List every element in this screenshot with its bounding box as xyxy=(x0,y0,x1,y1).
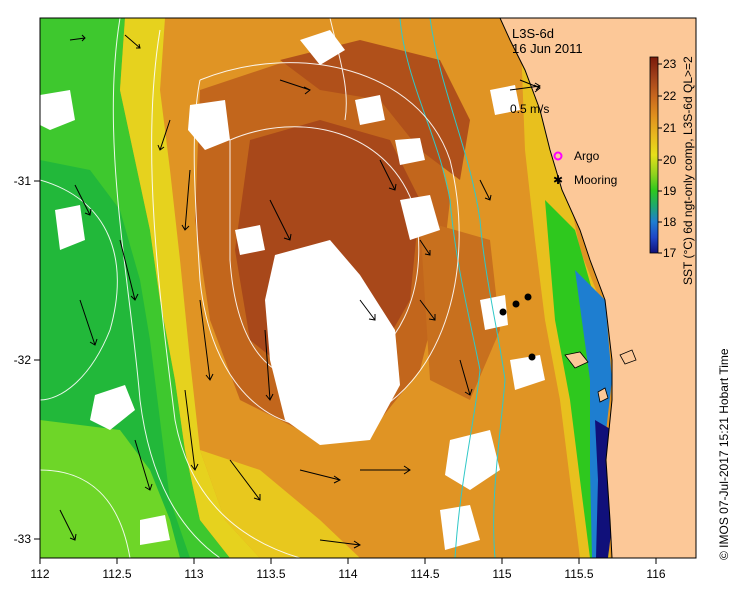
sst-field xyxy=(40,18,696,558)
colorbar-tick: 18 xyxy=(663,215,677,229)
x-tick-label: 113.5 xyxy=(256,567,285,581)
colorbar-tick: 17 xyxy=(663,246,677,260)
x-tick-label: 114 xyxy=(338,567,357,581)
argo-marker-icon xyxy=(553,151,563,161)
colorbar-tick: 23 xyxy=(663,57,677,71)
legend-mooring-label: Mooring xyxy=(574,173,617,187)
colorbar-tick: 19 xyxy=(663,184,677,198)
x-tick-label: 113 xyxy=(184,567,203,581)
y-axis xyxy=(34,180,40,540)
x-tick-labels: 112 112.5 113 113.5 114 114.5 115 115.5 … xyxy=(30,567,665,581)
legend-argo-label: Argo xyxy=(574,149,600,163)
marker-legend: Argo ✱ Mooring xyxy=(553,149,617,187)
map-title: L3S-6d xyxy=(512,26,554,41)
y-tick-label: -33 xyxy=(14,532,32,546)
colorbar-title: SST (°C) 6d ngt-only comp, L3S-6d QL>=2 xyxy=(681,56,695,285)
land-mass xyxy=(500,18,696,558)
colorbar: 23 22 21 20 19 18 17 SST (°C) 6d ngt-onl… xyxy=(649,56,695,285)
velocity-scale-label: 0.5 m/s xyxy=(510,102,549,116)
plot-border xyxy=(39,17,697,559)
colorbar-tick: 20 xyxy=(663,153,677,167)
x-tick-label: 114.5 xyxy=(410,567,439,581)
colorbar-gradient xyxy=(649,56,659,254)
y-tick-label: -31 xyxy=(14,174,32,188)
velocity-scale-arrow xyxy=(509,82,541,91)
x-tick-label: 115.5 xyxy=(564,567,593,581)
x-tick-label: 112.5 xyxy=(102,567,131,581)
x-tick-label: 112 xyxy=(30,567,49,581)
y-tick-labels: -31 -32 -33 xyxy=(14,174,32,546)
x-axis xyxy=(39,558,657,564)
mooring-markers xyxy=(499,293,536,361)
map-date: 16 Jun 2011 xyxy=(512,41,583,56)
mooring-marker-icon: ✱ xyxy=(553,173,563,187)
colorbar-tick: 22 xyxy=(663,89,677,103)
coastline xyxy=(499,18,613,558)
colorbar-tick: 21 xyxy=(663,121,677,135)
x-tick-label: 116 xyxy=(646,567,665,581)
image-credit: © IMOS 07-Jul-2017 15:21 Hobart Time xyxy=(717,348,731,560)
x-tick-label: 115 xyxy=(492,567,511,581)
y-tick-label: -32 xyxy=(14,353,32,367)
